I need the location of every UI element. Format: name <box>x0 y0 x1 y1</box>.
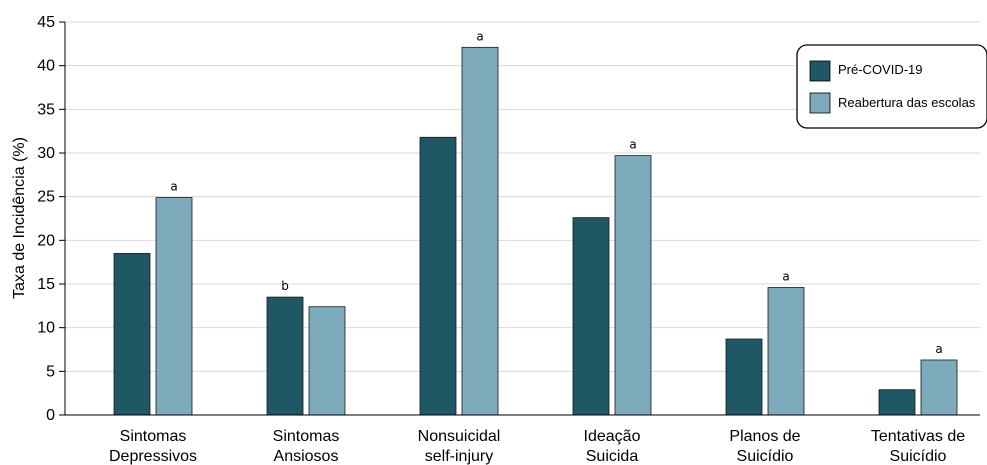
x-category-label: Depressivos <box>109 448 197 465</box>
x-category-label: Suicida <box>586 448 639 465</box>
legend-box <box>796 44 987 129</box>
annotation-label: b <box>281 279 289 293</box>
significance-annotations: a b a a a a <box>170 29 942 356</box>
bar-reabertura <box>461 46 499 416</box>
bar-pre-covid <box>572 217 610 416</box>
x-category-label: Ansiosos <box>274 448 339 465</box>
legend-swatch-reabertura <box>809 92 831 114</box>
y-ticks: 0 5 10 15 20 25 30 35 40 45 <box>37 14 65 424</box>
y-tick-label: 10 <box>37 320 55 337</box>
x-category-label: Tentativas de <box>871 428 965 445</box>
x-category-label: Suicídio <box>737 448 794 465</box>
y-tick-label: 30 <box>37 145 55 162</box>
axes <box>64 22 980 416</box>
y-tick-label: 0 <box>46 407 55 424</box>
y-tick-label: 40 <box>37 58 55 75</box>
annotation-label: a <box>935 342 942 356</box>
bar-reabertura <box>767 287 805 416</box>
legend-label-pre-covid: Pré-COVID-19 <box>838 62 923 77</box>
annotation-label: a <box>782 269 789 283</box>
legend-label-reabertura: Reabertura das escolas <box>838 95 976 110</box>
y-tick-label: 35 <box>37 101 55 118</box>
bar-reabertura <box>155 197 193 416</box>
y-tick-label: 25 <box>37 189 55 206</box>
x-category-label: Sintomas <box>273 428 340 445</box>
y-axis-title: Taxa de Incidência (%) <box>11 137 28 299</box>
x-category-label: self-injury <box>425 448 493 465</box>
y-tick-label: 45 <box>37 14 55 31</box>
bar-pre-covid <box>725 338 763 416</box>
bar-reabertura <box>308 306 346 416</box>
legend: Pré-COVID-19 Reabertura das escolas <box>796 44 987 129</box>
bar-pre-covid <box>113 253 151 416</box>
annotation-label: a <box>629 138 636 152</box>
x-category-label: Nonsuicidal <box>418 428 501 445</box>
x-category-label: Suicídio <box>890 448 947 465</box>
bar-reabertura <box>614 155 652 416</box>
y-tick-label: 20 <box>37 232 55 249</box>
x-category-label: Planos de <box>729 428 800 445</box>
bar-pre-covid <box>419 136 457 416</box>
x-category-labels: Sintomas Depressivos Sintomas Ansiosos Nonsu… <box>109 428 965 465</box>
x-category-label: Ideação <box>584 428 641 445</box>
annotation-label: a <box>476 29 483 43</box>
y-tick-label: 15 <box>37 276 55 293</box>
bar-reabertura <box>920 359 958 416</box>
gridlines <box>65 21 980 372</box>
legend-swatch-pre-covid <box>809 60 831 82</box>
bar-pre-covid <box>266 296 304 416</box>
y-tick-label: 5 <box>46 363 55 380</box>
bar-pre-covid <box>878 389 916 416</box>
bars <box>113 46 958 416</box>
annotation-label: a <box>170 180 177 194</box>
x-category-label: Sintomas <box>120 428 187 445</box>
